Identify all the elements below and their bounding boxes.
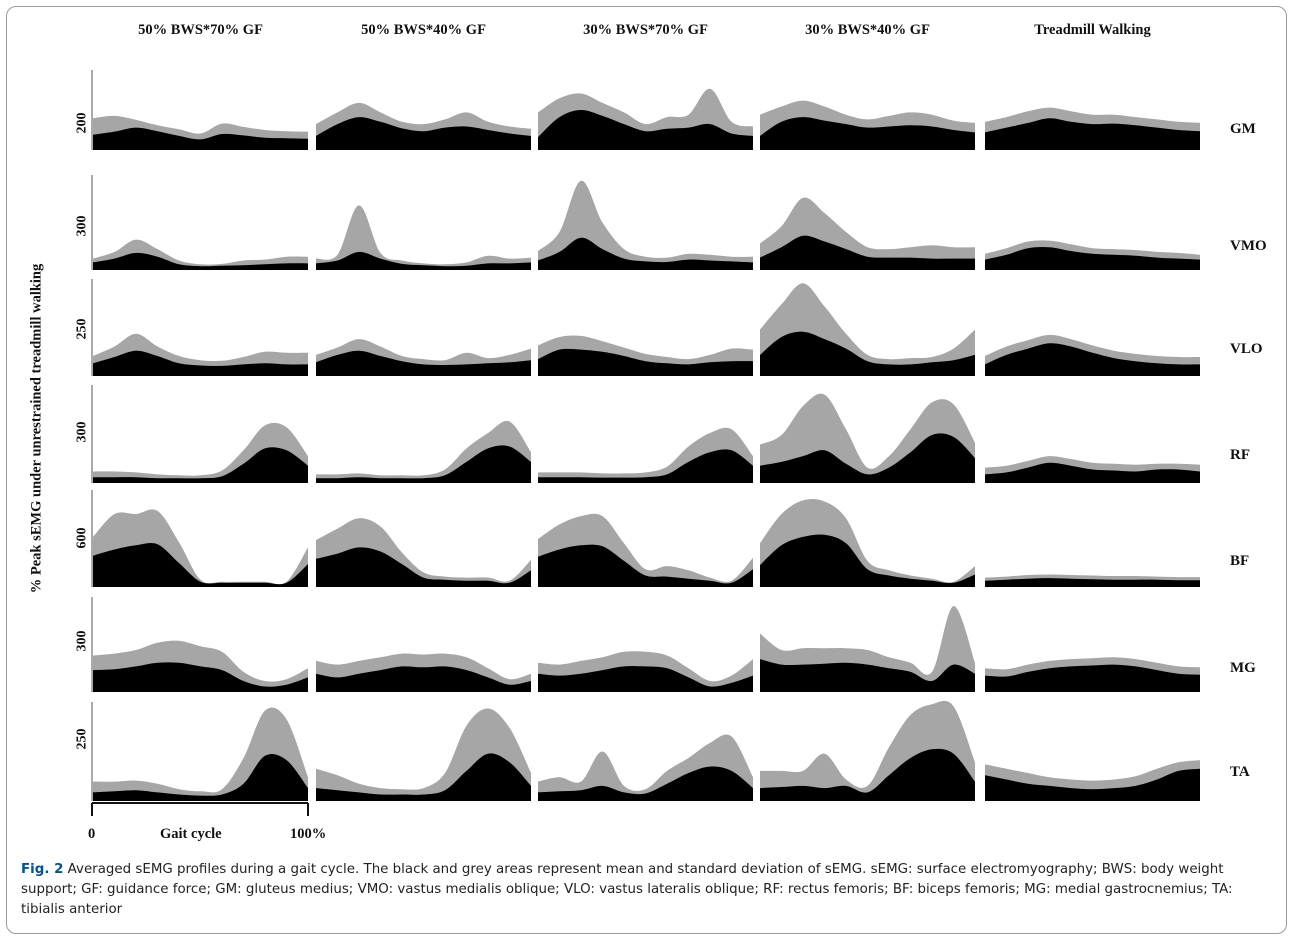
row-label-vmo: VMO: [1230, 238, 1267, 254]
mean-area-vmo-4: [760, 235, 975, 270]
x-tick-end: 100%: [290, 826, 327, 842]
mean-area-mg-2: [316, 666, 531, 692]
chart-svg: [91, 70, 1200, 816]
mean-area-gm-2: [316, 117, 531, 150]
column-title-3: 30% BWS*70% GF: [583, 22, 708, 38]
mean-area-mg-4: [760, 659, 975, 692]
y-tick-mg: 300: [74, 630, 90, 652]
mean-area-rf-3: [538, 449, 753, 483]
mean-area-vmo-3: [538, 237, 753, 270]
column-title-1: 50% BWS*70% GF: [138, 22, 263, 38]
mean-area-mg-1: [93, 662, 308, 692]
mean-area-ta-1: [93, 753, 308, 801]
mean-area-rf-2: [316, 445, 531, 483]
mean-area-rf-1: [93, 447, 308, 483]
mean-area-gm-1: [93, 127, 308, 150]
mean-area-vmo-1: [93, 252, 308, 270]
caption-text: Averaged sEMG profiles during a gait cyc…: [21, 862, 1233, 917]
mean-area-mg-3: [538, 666, 753, 692]
mean-area-gm-4: [760, 117, 975, 150]
mean-area-gm-5: [985, 118, 1200, 150]
mean-area-rf-4: [760, 433, 975, 483]
mean-area-bf-2: [316, 547, 531, 587]
mean-area-rf-5: [985, 462, 1200, 483]
row-label-vlo: VLO: [1230, 341, 1263, 357]
mean-area-vlo-5: [985, 343, 1200, 376]
y-tick-bf: 600: [74, 527, 90, 549]
row-label-gm: GM: [1230, 121, 1256, 137]
column-title-2: 50% BWS*40% GF: [361, 22, 486, 38]
y-tick-ta: 250: [74, 728, 90, 750]
mean-area-vlo-1: [93, 350, 308, 376]
mean-area-ta-2: [316, 753, 531, 801]
mean-area-vlo-3: [538, 348, 753, 376]
mean-area-bf-3: [538, 544, 753, 587]
y-tick-vmo: 300: [74, 215, 90, 237]
figure-caption: Fig. 2 Averaged sEMG profiles during a g…: [21, 860, 1276, 920]
y-tick-vlo: 250: [74, 318, 90, 340]
mean-area-vmo-2: [316, 251, 531, 270]
row-label-bf: BF: [1230, 553, 1250, 569]
column-title-4: 30% BWS*40% GF: [805, 22, 930, 38]
mean-area-vmo-5: [985, 246, 1200, 270]
x-axis-label: Gait cycle: [160, 826, 222, 842]
y-tick-rf: 300: [74, 421, 90, 443]
y-axis-label: % Peak sEMG under unrestrained treadmill…: [28, 263, 45, 594]
row-label-mg: MG: [1230, 660, 1256, 676]
sd-area-vmo-2: [316, 205, 531, 270]
row-label-rf: RF: [1230, 447, 1250, 463]
mean-area-ta-3: [538, 766, 753, 801]
mean-area-bf-5: [985, 578, 1200, 587]
figure-frame: [6, 6, 1287, 934]
mean-area-bf-1: [93, 542, 308, 587]
mean-area-bf-4: [760, 534, 975, 587]
column-title-5: Treadmill Walking: [1034, 22, 1151, 38]
mean-area-vlo-2: [316, 350, 531, 376]
mean-area-gm-3: [538, 109, 753, 150]
y-tick-gm: 200: [74, 112, 90, 134]
mean-area-mg-5: [985, 664, 1200, 692]
mean-area-vlo-4: [760, 331, 975, 376]
row-label-ta: TA: [1230, 764, 1250, 780]
mean-area-ta-4: [760, 748, 975, 801]
x-tick-start: 0: [88, 826, 96, 842]
caption-label: Fig. 2: [21, 862, 64, 877]
mean-area-ta-5: [985, 768, 1200, 801]
